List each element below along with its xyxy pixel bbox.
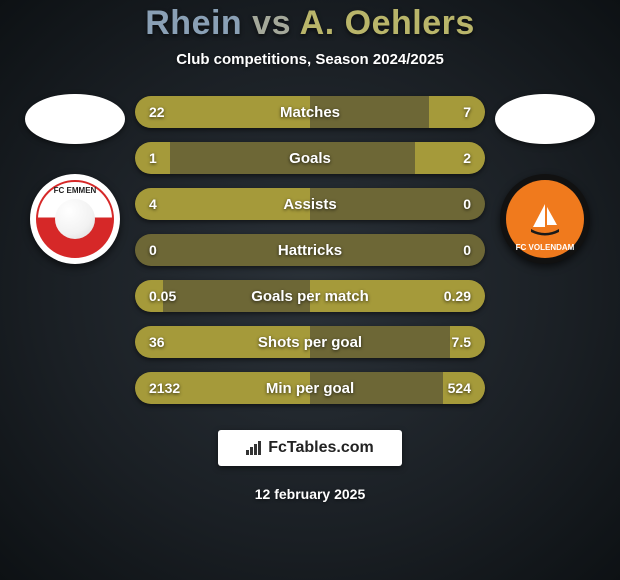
page-title: Rhein vs A. Oehlers [145, 4, 475, 43]
vs-text: vs [252, 4, 291, 42]
stat-value-left: 2132 [149, 372, 180, 404]
stat-label: Min per goal [135, 372, 485, 404]
stat-row: Goals per match0.05 0.29 [135, 280, 485, 312]
stat-row: Matches22 7 [135, 96, 485, 128]
stat-label: Goals per match [135, 280, 485, 312]
football-icon [55, 199, 95, 239]
player2-silhouette [495, 94, 595, 144]
stat-label: Assists [135, 188, 485, 220]
subtitle: Club competitions, Season 2024/2025 [176, 51, 444, 68]
club-badge-left: FC EMMEN [30, 174, 120, 264]
stat-value-left: 22 [149, 96, 165, 128]
player1-column: FC EMMEN [15, 94, 135, 264]
sailboat-icon [525, 199, 565, 239]
stat-value-left: 1 [149, 142, 157, 174]
player1-name: Rhein [145, 4, 242, 42]
stat-row: Goals1 2 [135, 142, 485, 174]
stat-row: Shots per goal36 7.5 [135, 326, 485, 358]
comparison-area: FC EMMEN Matches227Goals12Assists40Hattr… [0, 86, 620, 404]
club-badge-right: FC VOLENDAM [500, 174, 590, 264]
stat-value-right: 524 [448, 372, 471, 404]
stat-row: Assists4 0 [135, 188, 485, 220]
date-text: 12 february 2025 [255, 486, 366, 502]
stat-value-left: 0 [149, 234, 157, 266]
stat-row: Hattricks0 0 [135, 234, 485, 266]
stat-value-right: 2 [463, 142, 471, 174]
player2-column: FC VOLENDAM [485, 94, 605, 264]
stat-label: Hattricks [135, 234, 485, 266]
stats-column: Matches227Goals12Assists40Hattricks00Goa… [135, 96, 485, 404]
player1-silhouette [25, 94, 125, 144]
stat-value-left: 0.05 [149, 280, 176, 312]
stat-value-right: 0 [463, 234, 471, 266]
stat-label: Shots per goal [135, 326, 485, 358]
stat-label: Matches [135, 96, 485, 128]
brand-text: FcTables.com [268, 439, 374, 457]
brand-box: FcTables.com [218, 430, 402, 466]
chart-icon [246, 441, 262, 455]
stat-value-right: 7.5 [452, 326, 471, 358]
club-badge-left-inner: FC EMMEN [36, 180, 114, 258]
stat-value-right: 0 [463, 188, 471, 220]
club-left-name: FC EMMEN [38, 186, 112, 195]
stat-value-left: 4 [149, 188, 157, 220]
club-right-name: FC VOLENDAM [506, 243, 584, 252]
stat-value-right: 7 [463, 96, 471, 128]
stat-value-right: 0.29 [444, 280, 471, 312]
player2-name: A. Oehlers [300, 4, 475, 42]
stat-value-left: 36 [149, 326, 165, 358]
club-badge-right-inner: FC VOLENDAM [506, 180, 584, 258]
stat-label: Goals [135, 142, 485, 174]
stat-row: Min per goal2132 524 [135, 372, 485, 404]
